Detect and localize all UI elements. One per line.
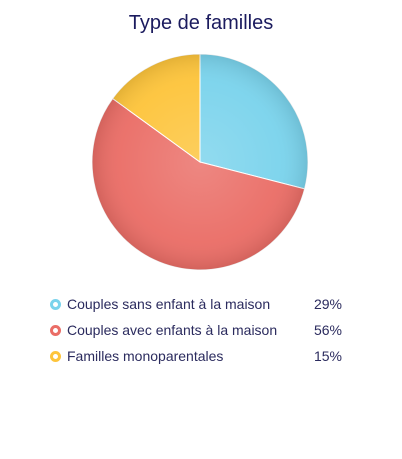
legend-marker-icon (50, 299, 61, 310)
legend-item: Couples avec enfants à la maison 56% (50, 319, 350, 345)
legend-value: 29% (313, 296, 342, 312)
pie-svg (91, 53, 309, 271)
legend-marker-icon (50, 325, 61, 336)
legend-label: Couples sans enfant à la maison (67, 296, 271, 312)
legend-value: 56% (313, 322, 342, 338)
pie-chart (90, 52, 310, 272)
chart-title: Type de familles (128, 12, 274, 34)
legend-label: Familles monoparentales (67, 348, 224, 364)
legend-label: Couples avec enfants à la maison (67, 322, 278, 338)
legend-item: Familles monoparentales 15% (50, 345, 350, 371)
legend: Couples sans enfant à la maison 29% Coup… (50, 293, 350, 371)
legend-item: Couples sans enfant à la maison 29% (50, 293, 350, 319)
legend-marker-icon (50, 351, 61, 362)
legend-value: 15% (313, 348, 342, 364)
